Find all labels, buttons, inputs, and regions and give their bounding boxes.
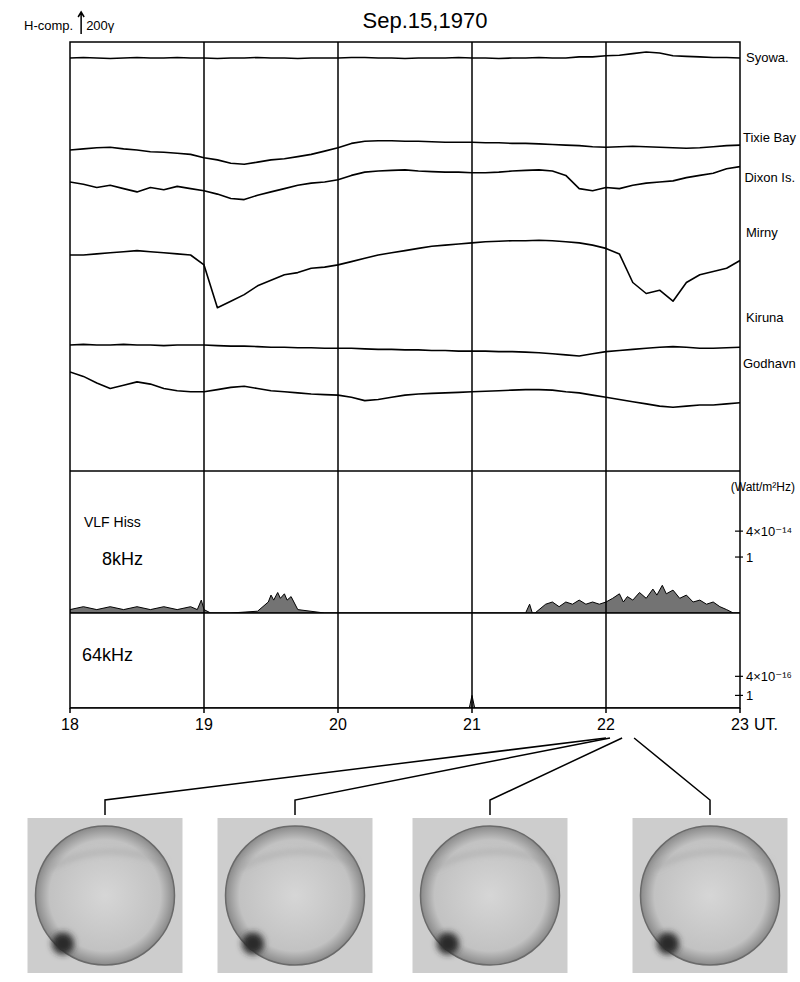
photo-moon: [657, 933, 679, 955]
tick-label: 22: [597, 716, 615, 733]
photo-sky: [226, 826, 365, 965]
axis-title: UT.: [754, 716, 778, 733]
tick-label: 4×10⁻¹⁶: [746, 669, 792, 684]
photo-aurora: [655, 852, 770, 868]
photo-ground: [633, 818, 788, 973]
tick-mark: [735, 531, 743, 532]
series-label: 64kHz: [82, 645, 133, 665]
photo-connector: [490, 738, 622, 815]
frame: [70, 42, 740, 708]
tick-label: 19: [195, 716, 213, 733]
tick-mark: [337, 708, 339, 713]
hiss-group: [70, 695, 740, 708]
hiss-group: [70, 585, 740, 613]
photo-sky: [641, 826, 780, 965]
divider: [70, 470, 740, 472]
photo-aurora: [240, 852, 355, 868]
photo-sky: [421, 826, 560, 965]
magnetogram-trace: [70, 372, 740, 407]
station-label: Godhavn: [743, 356, 796, 371]
scale-bar: [78, 12, 84, 34]
photo-aurora: [50, 852, 165, 868]
scale-bar-label: 200γ: [86, 18, 115, 33]
grid-line: [337, 42, 339, 708]
traces: [70, 52, 740, 407]
magnetogram-trace: [70, 240, 740, 308]
hiss-area: [70, 695, 740, 708]
tick-mark: [735, 556, 743, 557]
tick-mark: [735, 676, 743, 677]
tick-mark: [471, 708, 473, 713]
axis-title: (Watt/m²Hz): [731, 480, 795, 494]
title: Sep.15,1970: [363, 8, 488, 33]
station-label: Dixon Is.: [744, 170, 795, 185]
all-sky-photo: [218, 818, 373, 973]
tick-label: 1: [746, 688, 753, 703]
photo-connector: [105, 738, 606, 815]
photo-ground: [413, 818, 568, 973]
series-label: 8kHz: [102, 549, 143, 569]
photo-moon: [437, 933, 459, 955]
tick-mark: [203, 708, 205, 713]
photo-connector: [295, 738, 610, 815]
all-sky-photo: [633, 818, 788, 973]
tick-mark: [69, 708, 71, 713]
photo-aurora: [435, 852, 550, 868]
tick-mark: [739, 708, 741, 713]
all-sky-photo: [28, 818, 183, 973]
figure: Sep.15,1970 H-comp. 200γ 18 19 20 21 22 23 UT. Syo…: [0, 0, 800, 982]
photo-ground: [28, 818, 183, 973]
magnetogram-trace: [70, 52, 740, 59]
panel-title: VLF Hiss: [84, 514, 141, 530]
tick-label: 21: [463, 716, 481, 733]
tick-mark: [735, 695, 743, 696]
magnetogram-trace: [70, 344, 740, 356]
station-label: Kiruna: [746, 310, 784, 325]
tick-label: 4×10⁻¹⁴: [746, 524, 792, 539]
station-label: Tixie Bay: [743, 130, 796, 145]
station-label: Mirny: [746, 225, 778, 240]
scale-bar-title: H-comp.: [24, 18, 73, 33]
photo-moon: [52, 933, 74, 955]
all-sky-photo: [413, 818, 568, 973]
magnetogram-trace: [70, 141, 740, 165]
station-label: Syowa.: [746, 50, 789, 65]
photo-moon: [242, 933, 264, 955]
photo-ground: [218, 818, 373, 973]
tick-label: 23: [731, 716, 749, 733]
tick-label: 1: [746, 550, 753, 565]
photo-sky: [36, 826, 175, 965]
hiss-area: [70, 585, 740, 613]
magnetogram-trace: [70, 167, 740, 200]
tick-label: 18: [61, 716, 79, 733]
tick-label: 20: [329, 716, 347, 733]
tick-mark: [605, 708, 607, 713]
photo-connector: [634, 738, 710, 815]
